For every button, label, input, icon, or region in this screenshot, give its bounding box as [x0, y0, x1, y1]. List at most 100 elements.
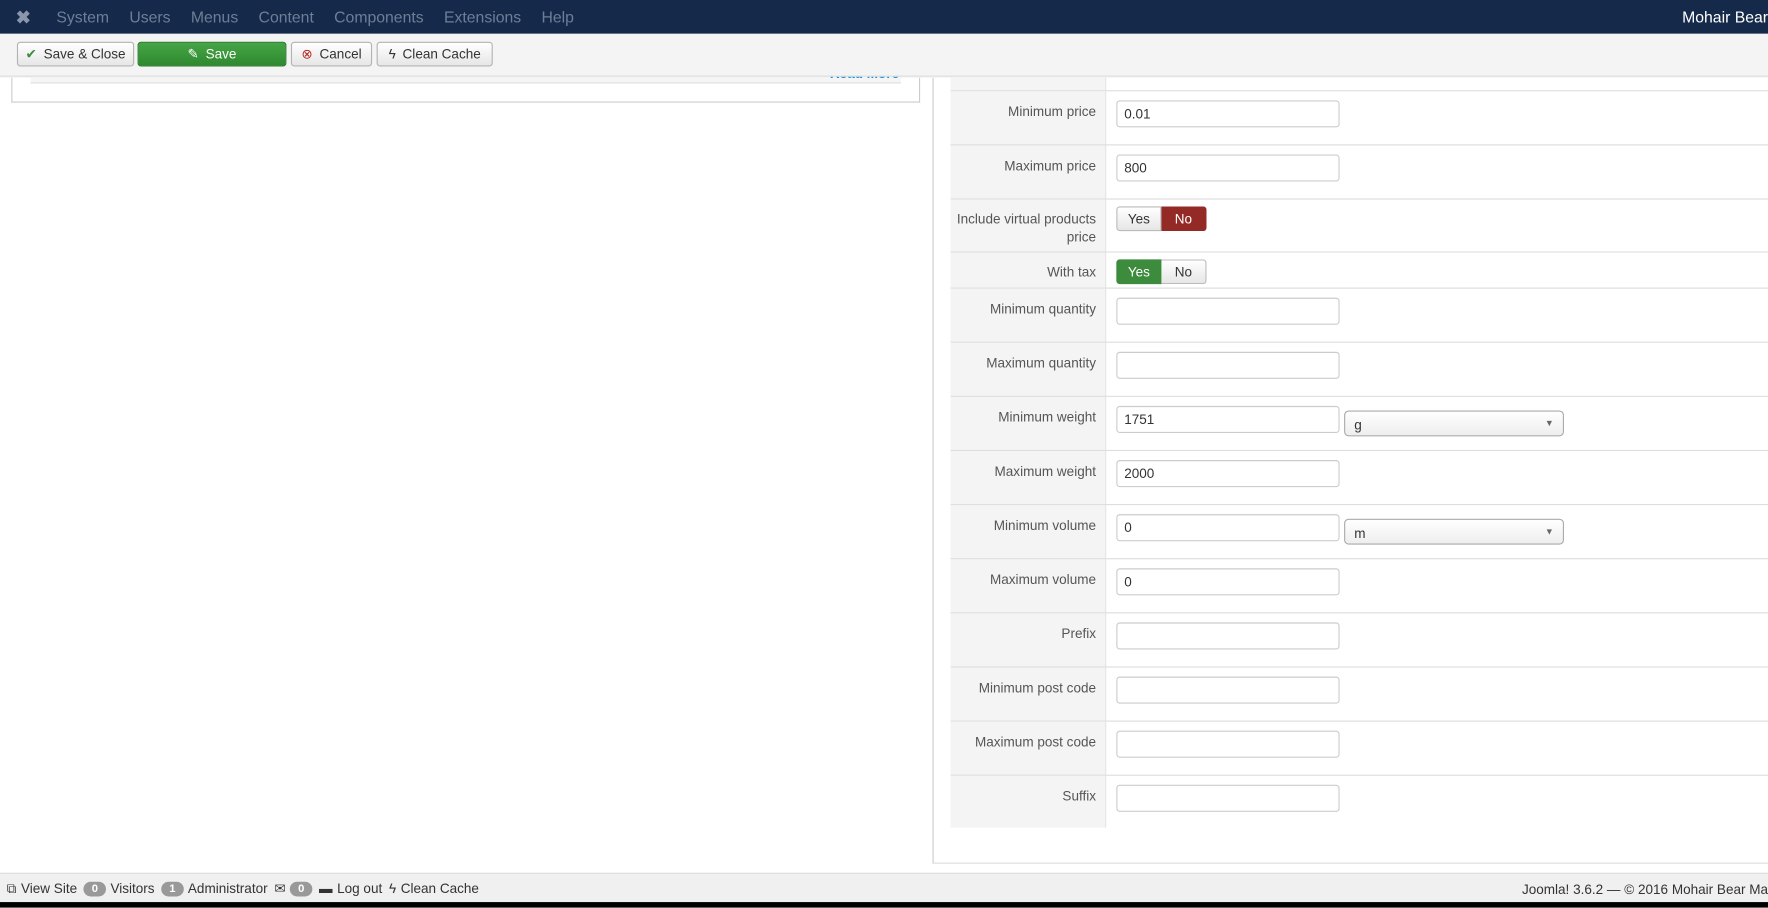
site-name-link[interactable]: Mohair Bear: [1682, 7, 1768, 26]
clean-cache-label: Clean Cache: [402, 46, 481, 63]
save-close-button[interactable]: ✔ Save & Close: [16, 41, 135, 67]
save-label: Save: [205, 46, 237, 63]
lightning-icon: ϟ: [388, 46, 396, 63]
toolbar-shadow: [0, 75, 1768, 78]
label-cell: [950, 75, 1107, 91]
minus-icon: ▬: [319, 880, 333, 897]
yes-option[interactable]: Yes: [1116, 206, 1162, 232]
status-clean-cache-link[interactable]: ϟ Clean Cache: [389, 881, 479, 897]
view-site-link[interactable]: ⧉ View Site: [7, 880, 77, 897]
yes-option[interactable]: Yes: [1116, 259, 1162, 285]
form-row-suffix: Suffix: [950, 774, 1768, 828]
form-row-with-tax: With tax Yes No: [950, 251, 1768, 289]
label: Suffix: [950, 775, 1107, 828]
label: Include virtual products price: [950, 199, 1107, 253]
form-row-max-post: Maximum post code: [950, 720, 1768, 776]
check-icon: ✔: [25, 46, 37, 63]
form-row-prefix: Prefix: [950, 612, 1768, 668]
form-row-top: [950, 75, 1768, 91]
label: Maximum weight: [950, 451, 1107, 506]
menu-help[interactable]: Help: [541, 7, 574, 26]
administrators: 1 Administrator: [161, 880, 268, 897]
dropdown-arrow-icon: ▼: [1544, 526, 1554, 537]
main-menu: System Users Menus Content Components Ex…: [56, 8, 574, 26]
menu-users[interactable]: Users: [129, 7, 171, 26]
max-post-code-input[interactable]: [1116, 730, 1340, 758]
min-weight-input[interactable]: [1116, 405, 1340, 433]
selected-unit: m: [1354, 525, 1366, 542]
save-button[interactable]: ✎ Save: [137, 41, 287, 67]
max-volume-input[interactable]: [1116, 568, 1340, 596]
min-post-code-input[interactable]: [1116, 676, 1340, 704]
admin-label: Administrator: [187, 880, 268, 897]
top-navbar: ✖ System Users Menus Content Components …: [0, 0, 1768, 34]
logout-label: Log out: [337, 880, 383, 897]
form-row-max-volume: Maximum volume: [950, 558, 1768, 614]
article-preview: [30, 75, 901, 84]
cancel-icon: ⊗: [301, 46, 313, 63]
visitors-label: Visitors: [110, 880, 155, 897]
label: Maximum volume: [950, 559, 1107, 614]
menu-system[interactable]: System: [56, 7, 110, 26]
clean-cache-button[interactable]: ϟ Clean Cache: [376, 41, 493, 67]
envelope-icon: ✉: [274, 880, 286, 897]
label: Maximum quantity: [950, 342, 1107, 397]
view-site-label: View Site: [20, 880, 78, 897]
weight-unit-select[interactable]: g ▼: [1344, 410, 1564, 437]
save-close-label: Save & Close: [43, 46, 126, 63]
joomla-logo-icon[interactable]: ✖: [15, 9, 31, 29]
max-weight-input[interactable]: [1116, 460, 1340, 488]
label: Maximum post code: [950, 721, 1107, 776]
menu-components[interactable]: Components: [334, 7, 424, 26]
form-row-min-qty: Minimum quantity: [950, 287, 1768, 343]
prefix-input[interactable]: [1116, 622, 1340, 650]
label: Minimum quantity: [950, 288, 1107, 343]
visitors: 0 Visitors: [83, 880, 155, 897]
messages-badge: 0: [290, 881, 313, 896]
form-row-max-weight: Maximum weight: [950, 449, 1768, 506]
messages-link[interactable]: ✉ 0: [274, 880, 313, 897]
menu-extensions[interactable]: Extensions: [443, 7, 522, 26]
external-link-icon: ⧉: [6, 880, 17, 896]
label: Minimum weight: [950, 396, 1107, 452]
no-option[interactable]: No: [1161, 206, 1207, 232]
selected-unit: g: [1354, 417, 1362, 433]
menu-content[interactable]: Content: [258, 7, 314, 26]
menu-menus[interactable]: Menus: [190, 7, 239, 26]
label: Prefix: [950, 613, 1107, 668]
admin-badge: 1: [161, 881, 184, 896]
suffix-input[interactable]: [1116, 784, 1340, 812]
volume-unit-select[interactable]: m ▼: [1344, 518, 1564, 545]
label: Maximum price: [950, 145, 1107, 200]
no-option[interactable]: No: [1161, 259, 1207, 285]
cancel-label: Cancel: [319, 46, 362, 63]
max-quantity-input[interactable]: [1116, 351, 1340, 379]
form-row-max-price: Maximum price: [950, 144, 1768, 200]
status-bar: ⧉ View Site 0 Visitors 1 Administrator ✉ 0 ▬…: [0, 872, 1768, 904]
form-row-max-qty: Maximum quantity: [950, 341, 1768, 397]
form-row-min-weight: Minimum weight g▼: [950, 395, 1768, 452]
taskbar-edge: [0, 902, 1768, 908]
visitors-badge: 0: [83, 881, 106, 896]
label: Minimum price: [950, 91, 1107, 146]
label: With tax: [950, 252, 1107, 289]
edit-icon: ✎: [187, 46, 199, 63]
clean-cache-label: Clean Cache: [400, 880, 479, 897]
label: Minimum post code: [950, 667, 1107, 722]
max-price-input[interactable]: [1116, 154, 1340, 182]
copyright: Joomla! 3.6.2 — © 2016 Mohair Bear Ma: [1521, 881, 1768, 898]
form-row-min-post: Minimum post code: [950, 666, 1768, 722]
form-row-include-virtual: Include virtual products price Yes No: [950, 198, 1768, 253]
form-row-min-volume: Minimum volume m▼: [950, 504, 1768, 560]
min-volume-input[interactable]: [1116, 514, 1340, 542]
min-price-input[interactable]: [1116, 100, 1340, 128]
cancel-button[interactable]: ⊗ Cancel: [290, 41, 373, 67]
logout-link[interactable]: ▬ Log out: [319, 881, 382, 897]
right-panel: [932, 75, 1768, 864]
include-virtual-toggle: Yes No: [1116, 206, 1207, 232]
lightning-icon: ϟ: [389, 880, 397, 897]
min-quantity-input[interactable]: [1116, 297, 1340, 325]
dropdown-arrow-icon: ▼: [1544, 418, 1554, 429]
toolbar-buttons: ✔ Save & Close ✎ Save ⊗ Cancel ϟ Clean Cache: [0, 34, 1768, 76]
left-panel: [11, 75, 921, 103]
